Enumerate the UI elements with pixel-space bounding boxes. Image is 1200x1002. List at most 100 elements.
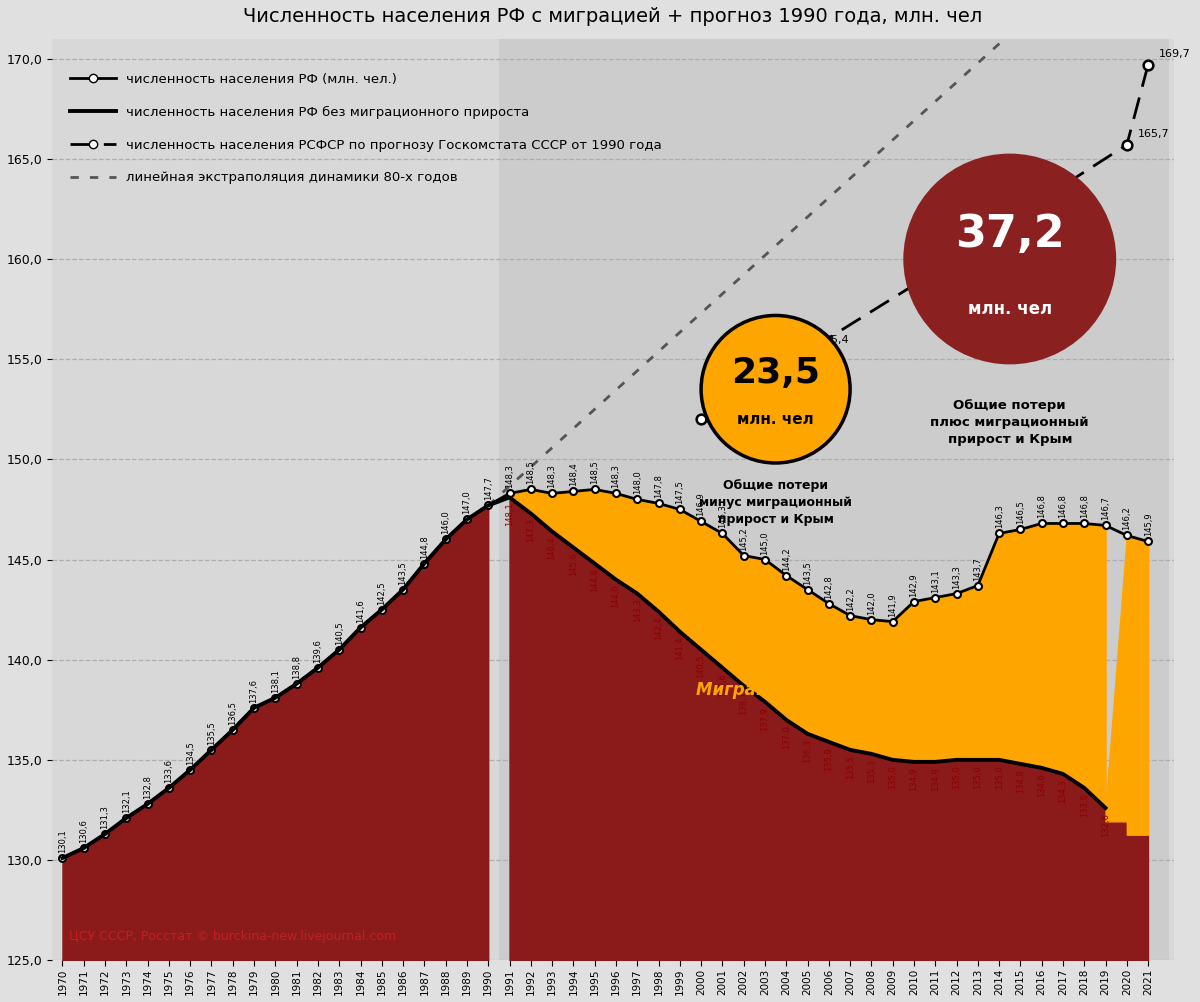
Text: 148,3: 148,3 [505,465,514,488]
Text: 158,7: 158,7 [925,269,956,279]
Text: 146,2: 146,2 [1122,507,1132,530]
Text: 148,3: 148,3 [547,465,557,488]
Text: 132,8: 132,8 [143,776,152,799]
Text: 139,6: 139,6 [718,672,727,696]
Text: 135,5: 135,5 [206,721,216,744]
Text: 146,8: 146,8 [1058,495,1068,518]
Text: 148,5: 148,5 [590,461,599,484]
Title: Численность населения РФ с миграцией + прогноз 1990 года, млн. чел: Численность населения РФ с миграцией + п… [244,7,983,26]
Text: 143,5: 143,5 [803,561,812,584]
Text: 135,9: 135,9 [824,746,833,771]
Text: 133,6: 133,6 [164,759,174,783]
Text: 133,6: 133,6 [1080,793,1088,817]
Text: 148,4: 148,4 [569,463,578,486]
Text: 146,3: 146,3 [995,505,1003,528]
Text: 143,5: 143,5 [398,561,408,584]
Text: 142,2: 142,2 [846,587,854,610]
Text: млн. чел: млн. чел [967,300,1052,318]
Text: млн. чел: млн. чел [737,412,814,427]
Text: 142,4: 142,4 [654,616,664,640]
Text: 135,0: 135,0 [995,765,1003,789]
Text: 130,1: 130,1 [58,830,67,853]
Text: 143,7: 143,7 [973,557,983,580]
Text: 141,9: 141,9 [888,593,898,616]
Text: 142,9: 142,9 [910,573,918,596]
Text: 142,8: 142,8 [824,575,833,598]
Text: 145,6: 145,6 [569,552,578,576]
Text: 137,6: 137,6 [250,678,258,702]
Text: 138,7: 138,7 [739,690,748,714]
Text: 132,1: 132,1 [122,790,131,813]
Text: 134,6: 134,6 [1037,773,1046,797]
Text: 138,1: 138,1 [271,669,280,692]
Text: 148,3: 148,3 [612,465,620,488]
Text: 135,3: 135,3 [866,759,876,783]
Text: 165,7: 165,7 [1138,129,1169,139]
Text: 147,5: 147,5 [676,481,684,504]
Text: 144,8: 144,8 [590,568,599,592]
Text: 146,5: 146,5 [1016,501,1025,524]
Text: 37,2: 37,2 [955,213,1064,257]
Text: 134,9: 134,9 [910,767,918,791]
Text: 130,6: 130,6 [79,820,89,843]
Text: 145,0: 145,0 [761,531,769,554]
Text: 146,9: 146,9 [696,493,706,516]
Text: ЦСУ СССР, Росстат © burckina-new.livejournal.com: ЦСУ СССР, Росстат © burckina-new.livejou… [68,930,396,943]
Text: 135,0: 135,0 [952,765,961,789]
Text: 132,6: 132,6 [1102,813,1110,837]
Text: 146,4: 146,4 [547,536,557,560]
Text: 169,7: 169,7 [1159,49,1190,59]
Text: 142,0: 142,0 [866,591,876,614]
Text: 148,5: 148,5 [527,461,535,484]
Text: 140,5: 140,5 [696,654,706,678]
Text: 145,9: 145,9 [1144,513,1153,536]
Ellipse shape [701,316,850,463]
Text: 135,5: 135,5 [846,755,854,779]
Text: 143,3: 143,3 [632,598,642,622]
Text: 138,8: 138,8 [292,654,301,678]
Text: 139,6: 139,6 [313,639,323,662]
Text: Миграционный прирост + Крым: Миграционный прирост + Крым [696,680,1004,698]
Ellipse shape [904,153,1116,365]
Text: 144,0: 144,0 [612,584,620,608]
Text: 144,8: 144,8 [420,535,428,558]
Text: 136,3: 136,3 [803,738,812,763]
Text: 152,0: 152,0 [712,403,743,413]
Text: 131,3: 131,3 [101,806,109,829]
Text: 146,0: 146,0 [442,511,450,534]
Text: 23,5: 23,5 [731,356,820,390]
Text: 147,0: 147,0 [462,491,472,514]
Text: 134,5: 134,5 [186,741,194,765]
Text: 137,0: 137,0 [781,724,791,748]
Text: 141,4: 141,4 [676,636,684,660]
Text: 141,6: 141,6 [356,599,365,622]
Text: 162,3: 162,3 [1031,197,1063,206]
Bar [499,39,1170,960]
Text: 134,3: 134,3 [1058,779,1068,803]
Text: 134,8: 134,8 [1016,769,1025,793]
Text: 140,5: 140,5 [335,621,343,644]
Text: 146,7: 146,7 [1102,497,1110,520]
Text: 144,2: 144,2 [781,547,791,570]
Text: 147,8: 147,8 [654,475,664,498]
Text: 146,8: 146,8 [1037,495,1046,518]
Text: 137,9: 137,9 [761,706,769,730]
Text: 143,3: 143,3 [952,565,961,588]
Text: 148,0: 148,0 [632,471,642,494]
Legend: численность населения РФ (млн. чел.), численность населения РФ без миграционного: численность населения РФ (млн. чел.), чи… [70,73,662,184]
Text: 135,0: 135,0 [973,765,983,789]
Text: 142,5: 142,5 [377,581,386,604]
Text: Общие потери
плюс миграционный
прирост и Крым: Общие потери плюс миграционный прирост и… [930,399,1090,446]
Text: 147,7: 147,7 [484,477,493,500]
Text: 135,0: 135,0 [888,765,898,789]
Text: 148,1: 148,1 [505,502,514,526]
Text: 146,3: 146,3 [718,505,727,528]
Text: 146,8: 146,8 [1080,495,1088,518]
Text: Общие потери
минус миграционный
прирост и Крым: Общие потери минус миграционный прирост … [700,479,852,526]
Text: 143,1: 143,1 [931,569,940,592]
Text: 145,2: 145,2 [739,527,748,550]
Text: 136,5: 136,5 [228,701,238,724]
Text: 147,3: 147,3 [527,518,535,542]
Text: 134,9: 134,9 [931,767,940,791]
Text: 155,4: 155,4 [818,335,850,345]
